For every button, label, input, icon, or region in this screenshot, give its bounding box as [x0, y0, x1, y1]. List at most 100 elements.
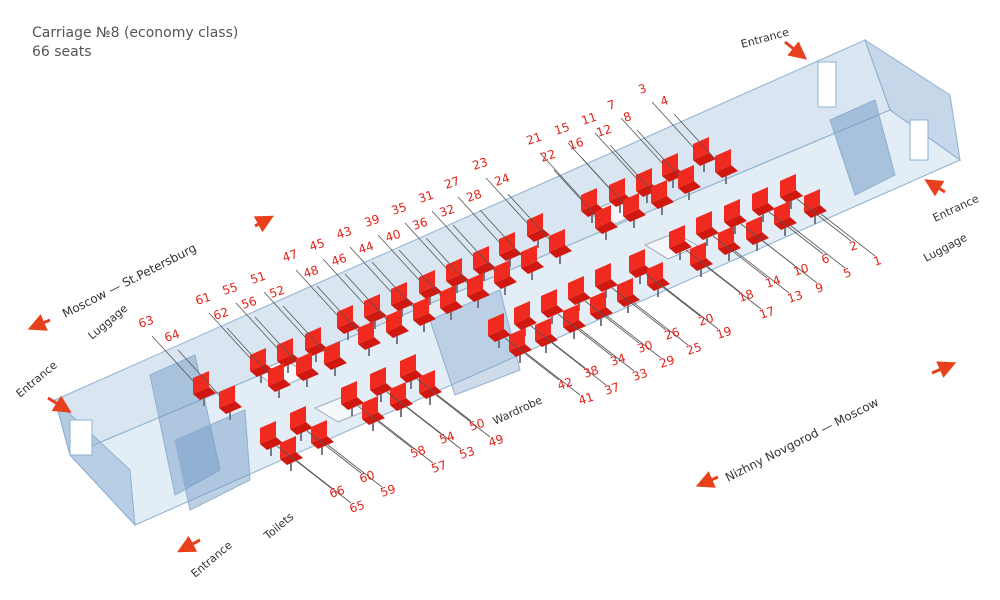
leader-line	[790, 225, 846, 269]
seat-cushion	[693, 153, 716, 166]
seat-cushion	[715, 165, 738, 178]
seat-cushion	[581, 204, 604, 217]
seat	[488, 313, 511, 348]
leader-line	[620, 117, 664, 165]
seat-back	[280, 436, 296, 459]
leader-line	[457, 196, 501, 244]
seat-cushion	[494, 276, 517, 289]
seat-back	[290, 406, 306, 429]
leader-line	[734, 250, 790, 294]
leader-line	[306, 430, 362, 474]
seat	[193, 371, 216, 406]
seat-number: 66	[328, 483, 347, 501]
seat-number: 38	[582, 363, 601, 381]
seat-cushion	[804, 205, 827, 218]
seat-number: 53	[458, 444, 477, 462]
seat-cushion	[623, 209, 646, 222]
seat	[296, 352, 319, 387]
seat-number: 23	[471, 155, 490, 173]
seat-back	[521, 245, 537, 268]
leader-line	[296, 460, 352, 504]
seat-back	[609, 178, 625, 201]
leader-line	[254, 316, 298, 364]
seat-number: 8	[622, 109, 634, 125]
leader-line	[504, 337, 560, 381]
leader-line	[673, 113, 717, 161]
seat	[715, 149, 738, 184]
seat-number: 46	[330, 251, 349, 269]
seat	[358, 321, 381, 356]
seat-cushion	[193, 387, 216, 400]
seat-number: 51	[249, 269, 268, 287]
seat-back	[568, 276, 584, 299]
seat-number: 1	[872, 253, 884, 269]
seat	[669, 225, 692, 260]
seat-back	[193, 371, 209, 394]
seat-cushion	[280, 452, 303, 465]
seat-back	[386, 309, 402, 332]
seat-number: 13	[786, 288, 805, 306]
seat-number: 43	[335, 224, 354, 242]
seat	[780, 174, 803, 209]
leader-line	[406, 406, 462, 450]
seat-back	[780, 174, 796, 197]
seat	[440, 285, 463, 320]
leader-line	[685, 249, 741, 293]
seat	[341, 381, 364, 416]
leader-line	[316, 285, 360, 333]
seat	[724, 199, 747, 234]
seat-cushion	[549, 245, 572, 258]
leader-line	[594, 132, 638, 180]
leader-line	[525, 352, 581, 396]
seat-back	[669, 225, 685, 248]
seat	[629, 249, 652, 284]
seat-cushion	[535, 334, 558, 347]
seat-cushion	[219, 401, 242, 414]
entrance-label: Entrance	[739, 26, 790, 51]
seat-number: 48	[302, 263, 321, 281]
seat-cushion	[595, 279, 618, 292]
seat-cushion	[337, 321, 360, 334]
seat-cushion	[311, 436, 334, 449]
seat-number: 55	[221, 280, 240, 298]
seat-back	[268, 363, 284, 386]
seat-back	[629, 249, 645, 272]
seat	[260, 421, 283, 456]
seat-number: 35	[390, 200, 409, 218]
seat-number: 12	[595, 122, 614, 140]
seat-back	[419, 370, 435, 393]
seat-back	[324, 341, 340, 364]
seat-back	[400, 354, 416, 377]
seat	[280, 436, 303, 471]
seat-cushion	[774, 217, 797, 230]
leader-line	[645, 273, 701, 317]
leader-line	[507, 193, 551, 241]
seat-number: 37	[603, 380, 622, 398]
luggage-label: Luggage	[86, 302, 131, 343]
seat-number: 62	[212, 305, 231, 323]
seat-cushion	[260, 437, 283, 450]
seat-back	[804, 189, 820, 212]
seat-back	[370, 367, 386, 390]
seat-number: 57	[430, 458, 449, 476]
seat	[696, 211, 719, 246]
leader-line	[226, 327, 270, 375]
seat-number: 58	[409, 443, 428, 461]
seat-cushion	[440, 301, 463, 314]
seat	[370, 367, 393, 402]
seat-number: 42	[556, 375, 575, 393]
subtitle: 66 seats	[32, 44, 92, 60]
seat-back	[678, 165, 694, 188]
seat-back	[696, 211, 712, 234]
seat-number: 3	[637, 81, 649, 97]
seat	[690, 242, 713, 277]
seat-cushion	[324, 357, 347, 370]
seat-cushion	[467, 289, 490, 302]
seat-cushion	[651, 196, 674, 209]
seat-number: 25	[685, 340, 704, 358]
seat-cushion	[419, 386, 442, 399]
leader-line	[452, 224, 496, 272]
seat-back	[651, 180, 667, 203]
seat-number: 54	[438, 429, 457, 447]
